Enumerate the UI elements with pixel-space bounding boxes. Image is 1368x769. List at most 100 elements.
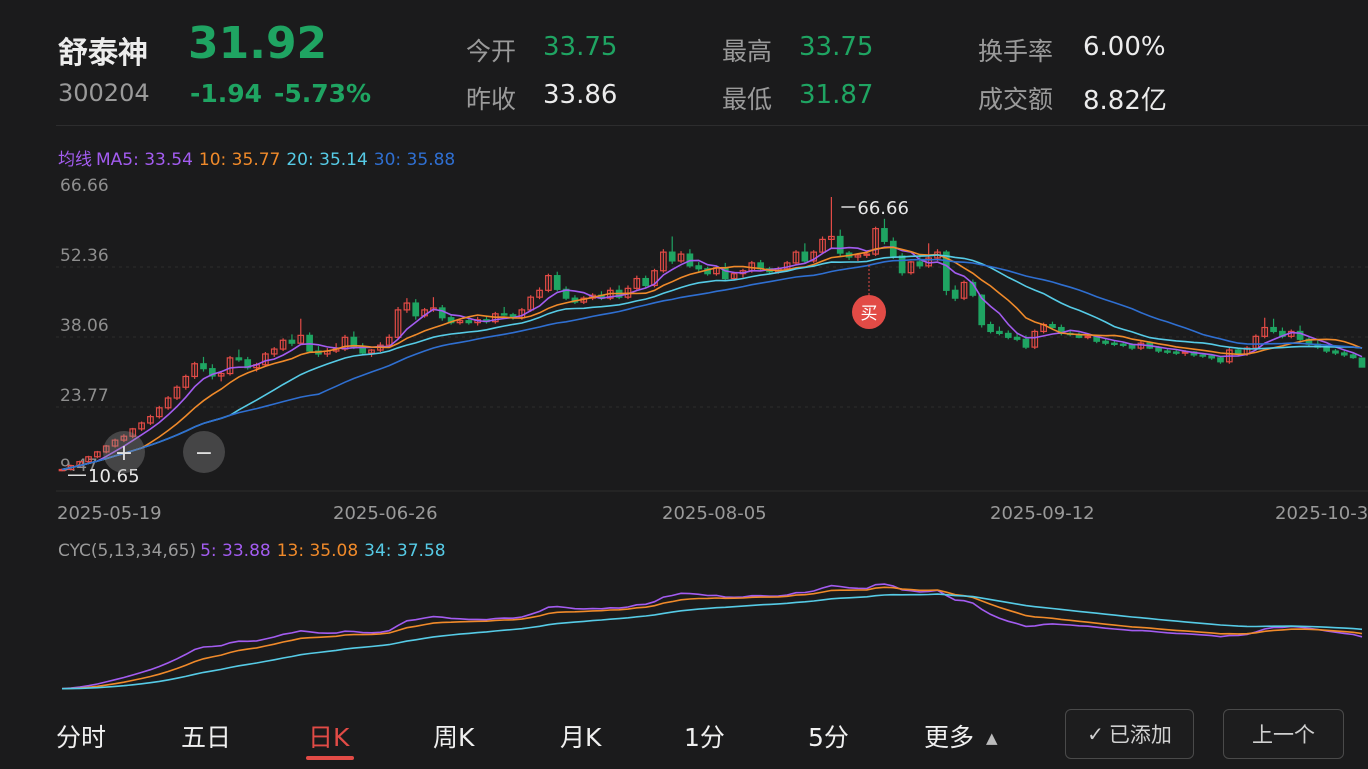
- candle-body: [1172, 351, 1180, 354]
- stock-code: 300204: [58, 79, 150, 107]
- candle-body: [695, 265, 703, 270]
- candle-body: [660, 251, 667, 272]
- candle-body: [288, 339, 296, 344]
- candle-body: [173, 386, 181, 399]
- candle-body: [730, 273, 738, 280]
- cyc13-value: 13: 35.08: [276, 541, 359, 561]
- x-tick-label: 2025-10-3: [1275, 503, 1368, 524]
- stock-price: 31.92: [188, 18, 328, 69]
- candle-body: [1323, 346, 1330, 352]
- candle-body: [438, 307, 446, 319]
- candle-body: [279, 339, 287, 350]
- candle-body: [1013, 336, 1021, 340]
- ma-legend-title: 均线: [58, 150, 92, 170]
- cyc-legend-title: CYC(5,13,34,65): [58, 541, 197, 561]
- tab-daily-k[interactable]: 日K: [308, 723, 350, 752]
- tab-more[interactable]: 更多 ▲: [924, 718, 998, 754]
- zoom-button-glyph: −: [195, 441, 213, 466]
- candle-body: [889, 240, 897, 257]
- candle-body: [262, 353, 269, 366]
- tab-5min[interactable]: 5分: [808, 723, 849, 752]
- buy-marker-label: 买: [861, 304, 878, 324]
- candle-body: [138, 422, 145, 430]
- x-tick-label: 2025-09-12: [990, 503, 1095, 524]
- high-value: 33.75: [799, 32, 874, 62]
- cyc-legend: CYC(5,13,34,65) 5: 33.88 13: 35.08 34: 37.5…: [58, 541, 452, 561]
- candle-body: [1022, 338, 1030, 348]
- candle-body: [1270, 326, 1277, 333]
- candle-body: [85, 456, 92, 463]
- check-icon: ✓: [1087, 722, 1104, 746]
- candle-body: [1217, 357, 1224, 363]
- prev-close-value: 33.86: [543, 80, 618, 110]
- candle-body: [677, 253, 685, 262]
- candle-body: [978, 294, 986, 326]
- tab-1min[interactable]: 1分: [684, 723, 725, 752]
- candle-body: [960, 281, 968, 299]
- y-tick-label: 23.77: [60, 386, 109, 406]
- tab-monthly-k[interactable]: 月K: [560, 723, 602, 752]
- candle-body: [1358, 357, 1366, 368]
- ma5-line: [61, 246, 1363, 471]
- cyc34-value: 34: 37.58: [364, 541, 446, 561]
- zoom-in-icon[interactable]: +: [103, 431, 145, 473]
- candle-body: [111, 439, 119, 447]
- candle-body: [801, 251, 809, 262]
- candle-body: [1128, 344, 1136, 349]
- candle-body: [368, 349, 375, 354]
- ma30-line: [61, 258, 1363, 471]
- tab-weekly-k[interactable]: 周K: [433, 723, 475, 752]
- candle-body: [863, 253, 871, 256]
- x-tick-label: 2025-08-05: [662, 503, 767, 524]
- candle-body: [164, 397, 172, 409]
- tab-more-label: 更多: [924, 723, 975, 752]
- candle-body: [200, 363, 207, 370]
- candle-body: [208, 368, 216, 377]
- candle-body: [1004, 332, 1012, 338]
- candle-body: [881, 228, 888, 242]
- candle-body: [217, 372, 225, 377]
- candle-body: [1340, 352, 1348, 356]
- candle-body: [1111, 342, 1118, 345]
- candle-body: [270, 348, 278, 355]
- y-tick-label: 38.06: [60, 316, 109, 336]
- candle-body: [642, 277, 650, 287]
- zoom-button-glyph: +: [115, 441, 133, 466]
- header-divider: [56, 125, 1368, 126]
- candle-body: [536, 289, 543, 298]
- cyc5-line: [61, 583, 1363, 690]
- x-tick-label: 2025-06-26: [333, 503, 438, 524]
- candle-body: [545, 275, 552, 291]
- candle-body: [633, 277, 641, 289]
- low-value: 31.87: [799, 80, 874, 110]
- high-label: 最高: [722, 37, 773, 66]
- candle-body: [1332, 350, 1339, 354]
- open-value: 33.75: [543, 32, 618, 62]
- candle-body: [1031, 330, 1039, 348]
- candle-body: [907, 261, 915, 274]
- candle-body: [996, 330, 1003, 335]
- tab-five-day[interactable]: 五日: [181, 723, 232, 752]
- previous-button-label: 上一个: [1252, 723, 1315, 747]
- cyc-chart[interactable]: [0, 565, 1368, 700]
- tab-intraday[interactable]: 分时: [56, 723, 107, 752]
- candle-body: [191, 363, 198, 378]
- zoom-out-icon[interactable]: −: [183, 431, 225, 473]
- price-change: -1.94: [190, 79, 263, 108]
- candle-body: [94, 451, 101, 458]
- open-label: 今开: [466, 37, 517, 66]
- candle-body: [828, 235, 835, 240]
- buy-marker-circle: [852, 295, 886, 329]
- buy-marker[interactable]: 买: [852, 295, 886, 329]
- zoom-button-circle: [103, 431, 145, 473]
- ma30-value: 30: 35.88: [373, 150, 456, 170]
- candle-body: [987, 323, 994, 333]
- x-tick-label: 2025-05-19: [57, 503, 162, 524]
- previous-stock-button[interactable]: 上一个: [1223, 709, 1344, 759]
- candle-body: [668, 251, 676, 262]
- price-change-pct: -5.73%: [274, 79, 372, 108]
- candle-body: [394, 309, 402, 338]
- added-watchlist-button[interactable]: ✓ 已添加: [1065, 709, 1194, 759]
- ma20-value: 20: 35.14: [286, 150, 368, 170]
